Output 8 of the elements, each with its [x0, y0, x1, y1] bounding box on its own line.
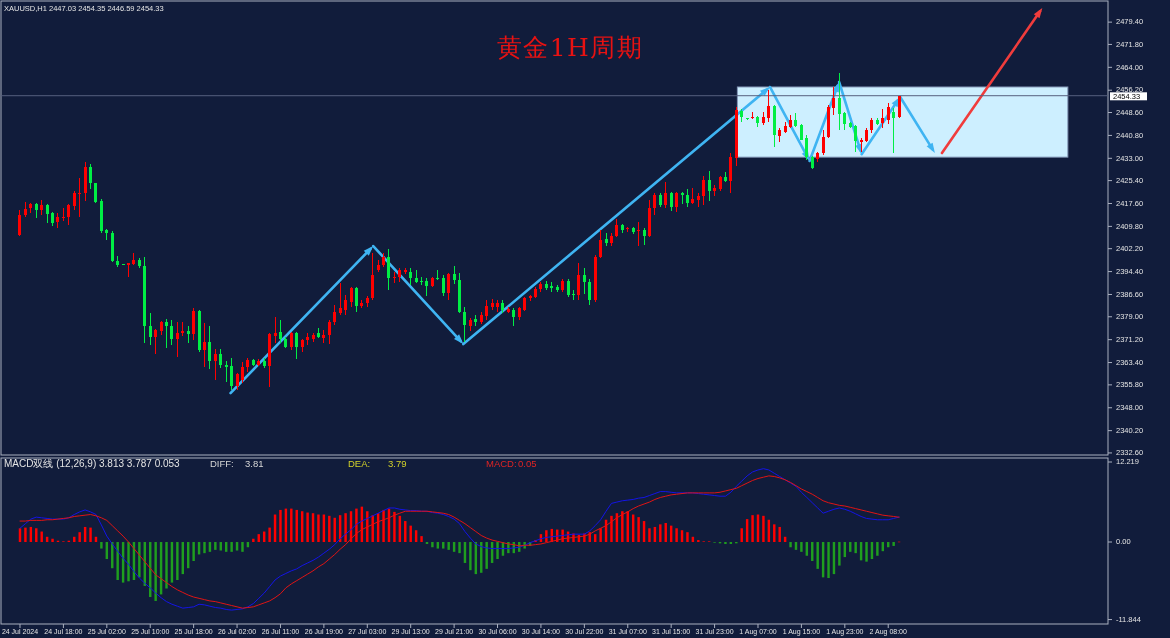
annotation: MACD双线 (12,26,9) 3.813 3.787 0.053 [4, 458, 181, 469]
annotation: 0.05 [518, 458, 537, 469]
annotation: DIFF: [210, 458, 234, 469]
annotation: MACD: [486, 458, 517, 469]
annotation: 3.79 [388, 458, 407, 469]
annotation: 3.81 [245, 458, 264, 469]
annotation: DEA: [348, 458, 371, 469]
text: 黄金1H周期 [496, 33, 644, 62]
